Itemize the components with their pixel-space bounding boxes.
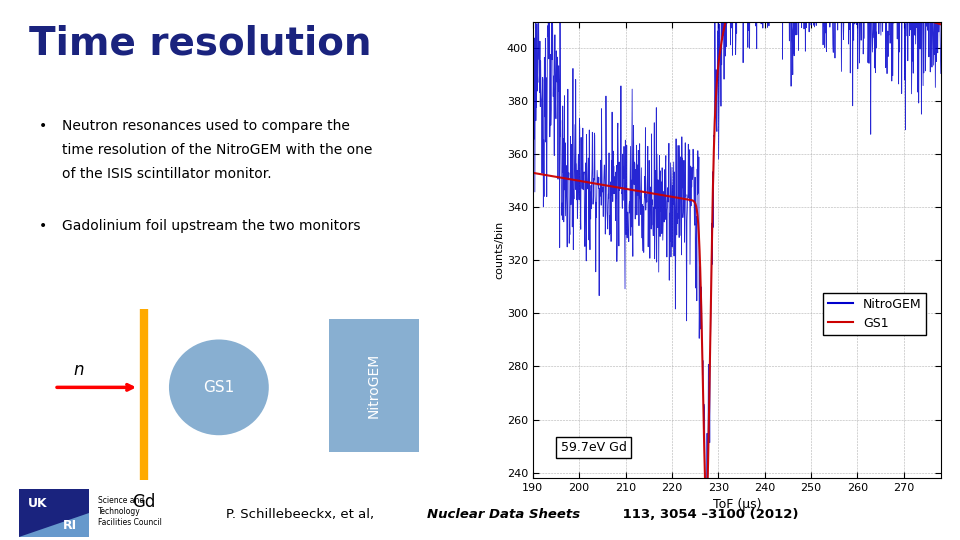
GS1 (935, 21, 947, 28)
Text: RI: RI (63, 518, 78, 532)
Text: •: • (38, 219, 47, 233)
Text: •: • (38, 119, 47, 133)
Text: time resolution of the NitroGEM with the one: time resolution of the NitroGEM with the… (62, 143, 372, 157)
Text: UK: UK (28, 497, 47, 510)
GS1 (664, 193, 676, 200)
Text: Gadolinium foil upstream the two monitors: Gadolinium foil upstream the two monitor… (62, 219, 361, 233)
Ellipse shape (169, 340, 269, 435)
Text: of the ISIS scintillator monitor.: of the ISIS scintillator monitor. (62, 167, 272, 181)
Text: Time resolution: Time resolution (29, 24, 372, 62)
Y-axis label: counts/bin: counts/bin (493, 221, 504, 279)
NitroGEM (596, 105, 608, 112)
Legend: NitroGEM, GS1: NitroGEM, GS1 (823, 293, 926, 335)
NitroGEM (581, 184, 592, 190)
GS1 (701, 504, 712, 511)
Text: P. Schillebeeckx, et al,: P. Schillebeeckx, et al, (226, 508, 382, 521)
Line: NitroGEM: NitroGEM (533, 0, 941, 540)
GS1 (581, 179, 592, 185)
Polygon shape (19, 513, 88, 537)
NitroGEM (664, 193, 676, 200)
Text: Technology: Technology (98, 507, 140, 516)
NitroGEM (742, 17, 754, 23)
GS1 (596, 181, 608, 188)
Text: Science and: Science and (98, 496, 144, 505)
Line: GS1: GS1 (533, 0, 941, 508)
NitroGEM (527, 113, 539, 119)
Text: 113, 3054 –3100 (2012): 113, 3054 –3100 (2012) (618, 508, 799, 521)
GS1 (705, 345, 716, 351)
Text: n: n (74, 361, 84, 380)
Bar (19, 489, 88, 537)
Bar (328, 319, 419, 453)
Text: Neutron resonances used to compare the: Neutron resonances used to compare the (62, 119, 350, 133)
NitroGEM (705, 370, 716, 376)
Text: Nuclear Data Sheets: Nuclear Data Sheets (427, 508, 581, 521)
Text: 59.7eV Gd: 59.7eV Gd (561, 441, 627, 454)
Text: Gd: Gd (132, 494, 156, 511)
Text: Facilities Council: Facilities Council (98, 518, 161, 527)
X-axis label: ToF (μs): ToF (μs) (712, 498, 761, 511)
Text: NitroGEM: NitroGEM (367, 353, 380, 418)
Text: GS1: GS1 (204, 380, 234, 395)
NitroGEM (935, 70, 947, 77)
GS1 (527, 170, 539, 176)
